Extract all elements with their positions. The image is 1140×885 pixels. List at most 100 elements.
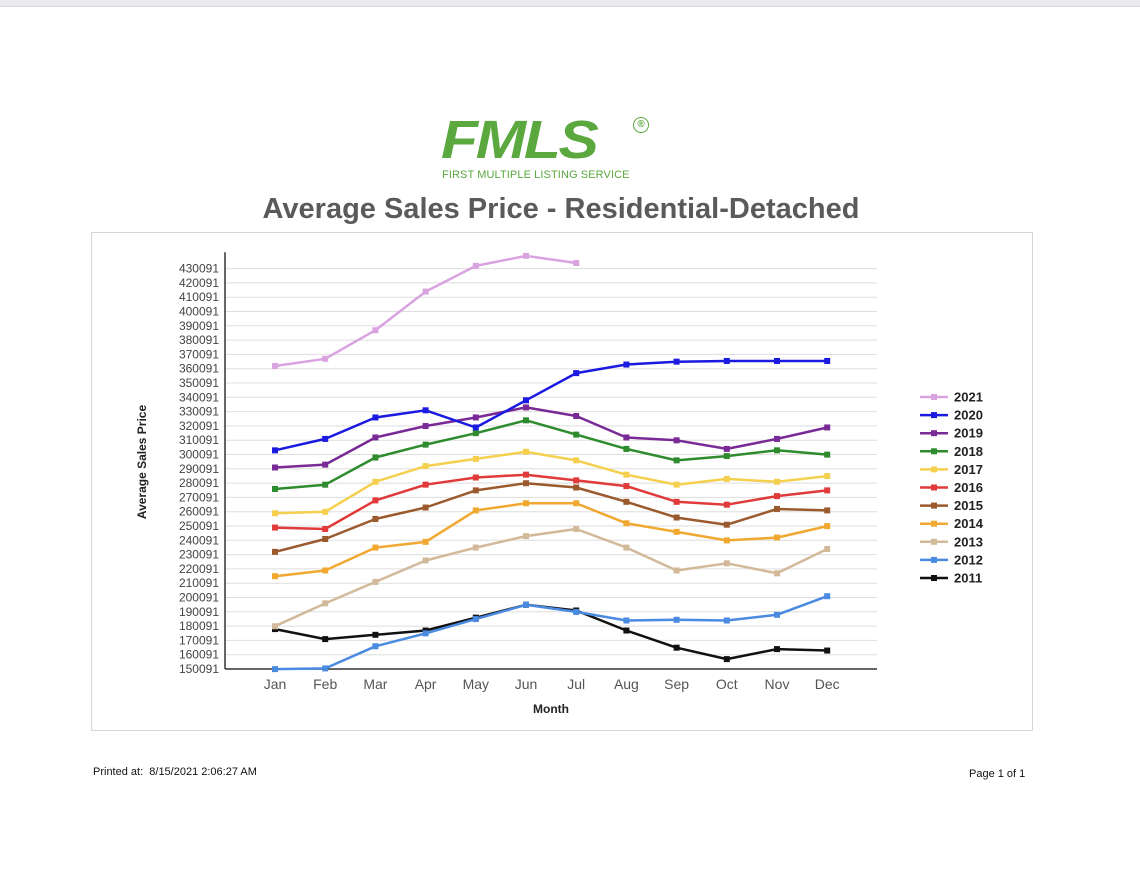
data-point — [322, 665, 329, 672]
data-point — [824, 424, 831, 431]
data-point — [372, 478, 379, 485]
data-point — [723, 656, 730, 663]
data-point — [322, 536, 329, 543]
data-point — [523, 533, 529, 540]
x-tick-label: Jun — [515, 676, 538, 692]
legend-item-2012: 2012 — [920, 552, 983, 567]
y-tick-label: 350091 — [179, 376, 219, 390]
data-point — [523, 404, 529, 411]
data-point — [422, 630, 429, 637]
x-tick-label: Nov — [765, 676, 790, 692]
data-point — [272, 510, 278, 517]
data-point — [623, 627, 630, 634]
legend-label: 2016 — [954, 480, 983, 495]
data-point — [573, 370, 580, 377]
legend-swatch-marker — [931, 538, 937, 545]
data-point — [372, 515, 379, 522]
data-point — [673, 358, 680, 365]
legend-label: 2017 — [954, 462, 983, 477]
data-point — [673, 481, 680, 488]
data-point — [372, 327, 379, 334]
data-point — [573, 525, 580, 532]
data-point — [673, 644, 680, 651]
line-chart: 1500911600911700911800911900912000912100… — [135, 252, 984, 716]
data-point — [723, 537, 730, 544]
data-point — [372, 454, 379, 461]
data-point — [472, 262, 479, 269]
series-2017 — [272, 448, 831, 517]
data-point — [573, 477, 580, 484]
data-point — [322, 600, 329, 607]
x-tick-label: Oct — [716, 676, 738, 692]
data-point — [472, 544, 479, 551]
series-line — [274, 450, 828, 515]
data-point — [623, 471, 630, 478]
data-point — [573, 608, 580, 615]
legend-item-2020: 2020 — [920, 408, 983, 423]
y-tick-label: 370091 — [179, 347, 219, 361]
printed-at-label: Printed at: — [93, 766, 144, 778]
data-point — [774, 611, 780, 618]
data-point — [472, 474, 479, 481]
legend-swatch-marker — [931, 575, 937, 581]
y-tick-label: 420091 — [179, 276, 219, 290]
data-point — [673, 457, 680, 464]
data-point — [824, 473, 831, 480]
legend-item-2013: 2013 — [920, 534, 983, 549]
x-tick-label: Aug — [614, 676, 639, 692]
data-point — [573, 413, 580, 420]
data-point — [372, 544, 379, 551]
data-point — [523, 601, 529, 608]
legend-label: 2014 — [954, 516, 984, 531]
data-point — [272, 623, 278, 630]
data-point — [824, 647, 831, 654]
y-tick-label: 330091 — [179, 405, 219, 419]
grid-lines — [225, 268, 877, 670]
data-point — [272, 524, 278, 531]
y-tick-label: 200091 — [179, 591, 219, 605]
data-point — [623, 434, 630, 441]
data-point — [623, 617, 630, 624]
x-tick-label: Apr — [415, 676, 437, 692]
legend-item-2016: 2016 — [920, 480, 983, 495]
data-point — [723, 560, 730, 567]
y-tick-label: 240091 — [179, 533, 219, 547]
registered-mark-icon: ® — [633, 117, 649, 133]
data-point — [372, 434, 379, 441]
legend-swatch-marker — [931, 520, 937, 527]
y-tick-label: 180091 — [179, 619, 219, 633]
legend-item-2021: 2021 — [920, 390, 983, 405]
data-point — [322, 525, 329, 532]
data-point — [272, 485, 278, 492]
data-point — [472, 455, 479, 462]
legend-label: 2011 — [954, 571, 982, 586]
data-point — [673, 437, 680, 444]
data-point — [523, 448, 529, 455]
data-point — [272, 548, 278, 555]
legend-item-2014: 2014 — [920, 516, 984, 531]
legend-swatch-marker — [931, 466, 937, 473]
data-point — [723, 501, 730, 508]
series-2014 — [272, 500, 831, 580]
data-point — [422, 538, 429, 545]
data-point — [422, 557, 429, 564]
y-tick-label: 390091 — [179, 319, 219, 333]
legend-item-2019: 2019 — [920, 426, 983, 441]
data-point — [472, 507, 479, 514]
data-point — [523, 471, 529, 478]
data-point — [824, 593, 831, 600]
data-point — [272, 362, 278, 369]
series-line — [274, 359, 828, 452]
series-group — [272, 252, 831, 673]
data-point — [523, 417, 529, 424]
series-line — [274, 254, 577, 368]
data-point — [523, 500, 529, 507]
data-point — [422, 288, 429, 295]
y-tick-label: 220091 — [179, 562, 219, 576]
y-tick-label: 230091 — [179, 548, 219, 562]
data-point — [272, 447, 278, 454]
data-point — [322, 508, 329, 515]
data-point — [723, 357, 730, 364]
data-point — [623, 361, 630, 368]
data-point — [322, 435, 329, 442]
